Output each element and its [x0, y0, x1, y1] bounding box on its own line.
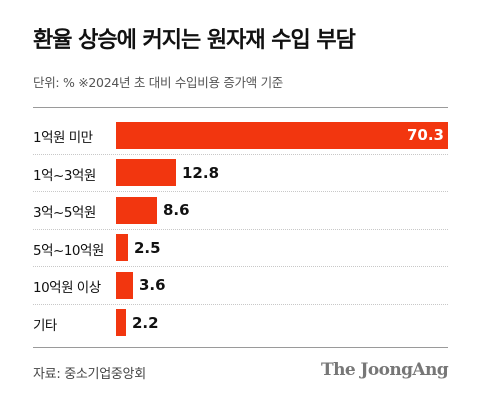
row-divider	[33, 154, 448, 155]
category-label: 1억원 미만	[33, 130, 93, 146]
value-label: 8.6	[163, 201, 190, 219]
row-divider	[33, 304, 448, 305]
row-divider	[33, 266, 448, 267]
bar	[116, 159, 176, 186]
row-divider	[33, 191, 448, 192]
value-label: 2.5	[134, 239, 161, 257]
bar	[116, 272, 133, 299]
category-label: 3억~5억원	[33, 205, 96, 221]
bar	[116, 309, 126, 336]
category-label: 5억~10억원	[33, 243, 104, 259]
chart-subtitle: 단위: % ※2024년 초 대비 수입비용 증가액 기준	[33, 75, 283, 90]
top-rule	[33, 107, 448, 108]
bar	[116, 122, 448, 149]
category-label: 1억~3억원	[33, 168, 96, 184]
value-label: 12.8	[182, 164, 220, 182]
value-label: 2.2	[132, 314, 159, 332]
bar	[116, 234, 128, 261]
publisher-logo: The JoongAng	[321, 360, 449, 380]
bar	[116, 197, 157, 224]
value-label: 3.6	[139, 276, 166, 294]
bottom-rule	[33, 347, 448, 348]
category-label: 10억원 이상	[33, 280, 101, 296]
chart-title: 환율 상승에 커지는 원자재 수입 부담	[33, 28, 356, 53]
source-note: 자료: 중소기업중앙회	[33, 367, 146, 382]
value-label: 70.3	[406, 126, 444, 144]
category-label: 기타	[33, 318, 57, 334]
row-divider	[33, 229, 448, 230]
